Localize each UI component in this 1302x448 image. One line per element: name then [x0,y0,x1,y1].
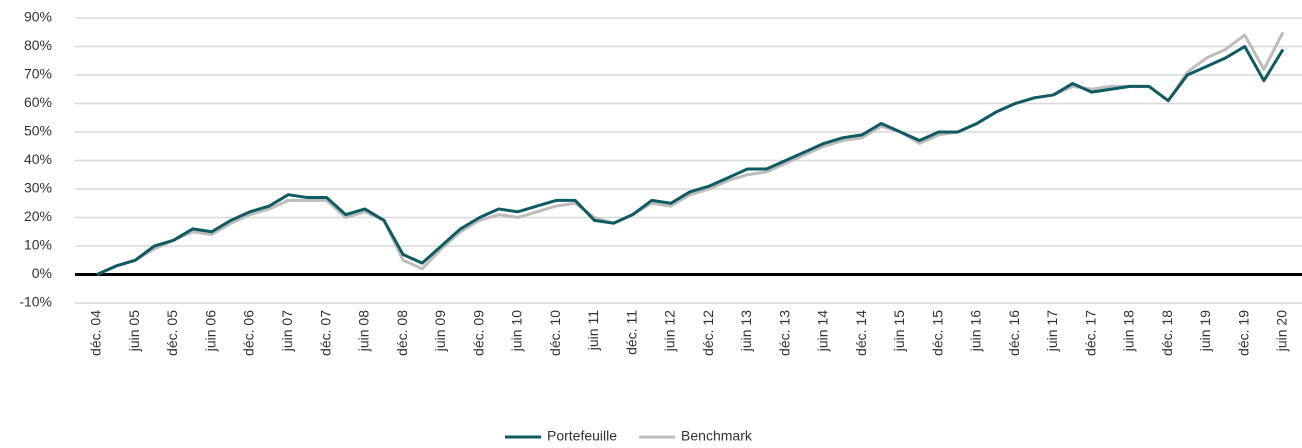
x-tick-label: déc. 08 [394,310,410,356]
series-line [96,31,1285,276]
x-tick-label: déc. 09 [470,310,486,356]
y-tick-label: 70% [24,66,52,82]
x-tick-label: juin 06 [202,310,218,352]
y-tick-label: 90% [24,9,52,25]
legend-label: Portefeuille [547,428,617,444]
x-tick-label: juin 17 [1044,310,1060,352]
legend-label: Benchmark [681,428,753,444]
y-tick-label: 10% [24,237,52,253]
x-tick-label: déc. 13 [776,310,792,356]
x-tick-label: juin 18 [1121,310,1137,352]
y-tick-label: 60% [24,94,52,110]
y-tick-label: 80% [24,37,52,53]
y-tick-label: 40% [24,151,52,167]
x-tick-label: juin 15 [891,310,907,352]
y-tick-label: 30% [24,180,52,196]
y-tick-label: 0% [32,265,52,281]
x-tick-label: déc. 11 [623,310,639,355]
x-tick-label: juin 19 [1197,310,1213,352]
x-tick-label: juin 12 [662,310,678,352]
x-tick-label: déc. 04 [88,310,104,356]
x-tick-label: juin 13 [738,310,754,352]
x-tick-label: déc. 10 [547,310,563,356]
x-tick-label: déc. 16 [1006,310,1022,356]
x-tick-label: juin 07 [279,310,295,352]
x-tick-label: juin 05 [126,310,142,352]
x-tick-label: déc. 14 [853,310,869,356]
x-tick-label: juin 16 [968,310,984,352]
series-line [96,45,1285,276]
x-tick-label: déc. 06 [241,310,257,356]
x-tick-label: déc. 17 [1082,310,1098,356]
x-tick-label: juin 09 [432,310,448,352]
x-tick-label: déc. 18 [1159,310,1175,356]
x-tick-label: juin 08 [356,310,372,352]
x-tick-label: juin 14 [815,310,831,352]
x-tick-label: déc. 05 [164,310,180,356]
y-tick-label: 50% [24,123,52,139]
x-tick-label: juin 20 [1274,310,1290,352]
x-tick-label: déc. 15 [929,310,945,356]
x-tick-label: déc. 07 [317,310,333,356]
y-tick-label: -10% [19,294,52,310]
x-tick-label: déc. 19 [1235,310,1251,356]
x-tick-label: juin 11 [585,310,601,351]
x-tick-label: juin 10 [509,310,525,352]
x-tick-label: déc. 12 [700,310,716,356]
y-tick-label: 20% [24,208,52,224]
